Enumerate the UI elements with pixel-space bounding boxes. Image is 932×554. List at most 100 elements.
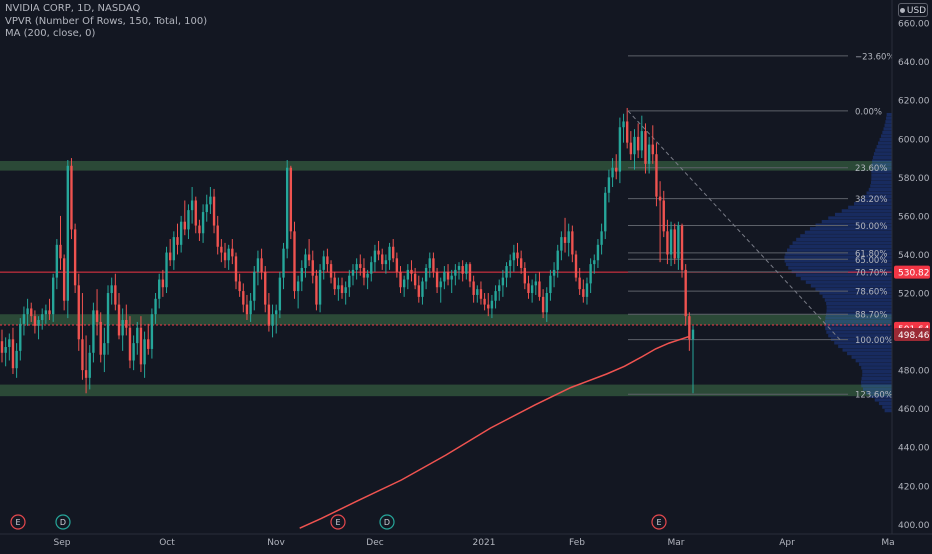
candle[interactable] — [571, 225, 574, 263]
candle[interactable] — [457, 262, 461, 280]
currency-selector[interactable]: USD — [898, 3, 928, 17]
candle[interactable] — [15, 343, 18, 378]
candle[interactable] — [132, 335, 135, 371]
candle[interactable] — [655, 142, 658, 207]
candle[interactable] — [362, 258, 366, 286]
candle[interactable] — [172, 231, 176, 270]
candle[interactable] — [30, 302, 33, 322]
candle[interactable] — [121, 308, 124, 351]
candle[interactable] — [476, 285, 479, 303]
candle[interactable] — [359, 254, 362, 276]
earnings-event-icon[interactable]: E — [651, 514, 667, 530]
candle[interactable] — [88, 345, 91, 390]
candle[interactable] — [472, 275, 475, 303]
candle[interactable] — [125, 304, 128, 336]
candle[interactable] — [483, 293, 486, 311]
candle[interactable] — [644, 123, 647, 174]
candle[interactable] — [260, 248, 263, 280]
candle[interactable] — [381, 248, 384, 270]
candle[interactable] — [0, 329, 4, 363]
candle[interactable] — [245, 294, 249, 321]
candle[interactable] — [585, 277, 589, 305]
candle[interactable] — [680, 223, 684, 278]
candle[interactable] — [688, 312, 691, 351]
candle[interactable] — [541, 289, 545, 319]
candle[interactable] — [567, 223, 570, 257]
candle[interactable] — [519, 250, 523, 274]
candle[interactable] — [66, 160, 69, 319]
vpvr-indicator-label[interactable]: VPVR (Number Of Rows, 150, Total, 100) — [5, 15, 208, 27]
candle[interactable] — [512, 244, 516, 272]
earnings-event-icon[interactable]: E — [10, 514, 26, 530]
candle[interactable] — [439, 277, 442, 303]
candle[interactable] — [158, 273, 161, 309]
candle[interactable] — [402, 275, 406, 297]
candle[interactable] — [114, 273, 117, 311]
candle[interactable] — [622, 113, 625, 143]
candle[interactable] — [165, 246, 168, 294]
candle[interactable] — [640, 115, 644, 159]
candle[interactable] — [161, 269, 165, 297]
candle[interactable] — [344, 281, 347, 305]
candle[interactable] — [179, 215, 183, 253]
candle[interactable] — [8, 333, 11, 361]
candle[interactable] — [509, 254, 512, 278]
candle[interactable] — [285, 160, 289, 259]
candle[interactable] — [549, 269, 552, 301]
candle[interactable] — [615, 154, 618, 180]
candle[interactable] — [611, 158, 614, 187]
candle[interactable] — [282, 242, 285, 290]
candle[interactable] — [498, 279, 501, 301]
candle[interactable] — [106, 285, 110, 355]
candle[interactable] — [271, 304, 274, 338]
candle[interactable] — [73, 223, 77, 294]
candle[interactable] — [190, 186, 194, 224]
candle[interactable] — [147, 323, 150, 355]
candle[interactable] — [154, 293, 157, 324]
candle[interactable] — [691, 325, 695, 394]
candle[interactable] — [136, 321, 139, 355]
candle[interactable] — [435, 267, 439, 294]
candle[interactable] — [560, 231, 563, 261]
candle[interactable] — [44, 304, 48, 324]
candle[interactable] — [216, 215, 219, 255]
candle[interactable] — [340, 277, 344, 299]
candle[interactable] — [479, 281, 483, 305]
candle[interactable] — [128, 316, 132, 369]
candle[interactable] — [443, 266, 446, 290]
price-axis-label[interactable]: 498.46 — [894, 328, 930, 342]
candle[interactable] — [666, 219, 669, 265]
candle[interactable] — [487, 293, 490, 317]
candle[interactable] — [373, 244, 377, 272]
candle[interactable] — [209, 186, 212, 214]
candle[interactable] — [684, 264, 687, 326]
candle[interactable] — [505, 262, 508, 288]
candle[interactable] — [183, 200, 186, 236]
candle[interactable] — [187, 204, 190, 240]
candle[interactable] — [212, 188, 216, 234]
candle[interactable] — [311, 250, 314, 284]
candle[interactable] — [626, 107, 629, 149]
candle[interactable] — [366, 269, 369, 290]
candle[interactable] — [333, 271, 336, 295]
candle[interactable] — [552, 262, 556, 288]
candle[interactable] — [194, 196, 197, 234]
candle[interactable] — [77, 273, 80, 351]
candle[interactable] — [198, 219, 201, 241]
candle[interactable] — [253, 266, 256, 311]
candle[interactable] — [4, 337, 7, 367]
candle[interactable] — [51, 273, 55, 322]
candle[interactable] — [223, 242, 227, 268]
candle[interactable] — [231, 239, 234, 265]
candle[interactable] — [329, 260, 333, 284]
candle[interactable] — [384, 254, 388, 274]
candle[interactable] — [355, 258, 358, 280]
candle[interactable] — [465, 262, 468, 280]
candle[interactable] — [428, 252, 431, 278]
candle[interactable] — [593, 254, 596, 274]
candle[interactable] — [424, 264, 428, 290]
candle[interactable] — [377, 240, 380, 261]
candle[interactable] — [220, 239, 223, 263]
candle[interactable] — [242, 283, 245, 313]
candle[interactable] — [168, 239, 172, 267]
